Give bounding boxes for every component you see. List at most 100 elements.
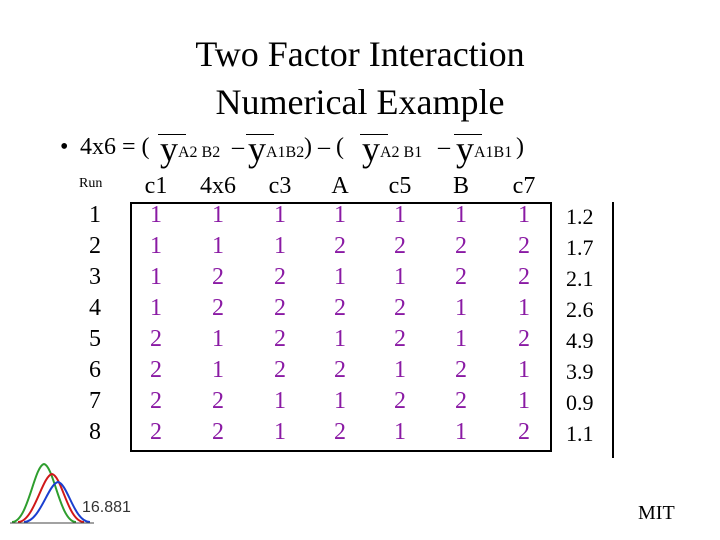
response-value: 2.1 [566, 266, 594, 291]
mit-label: MIT [638, 502, 675, 524]
table-cell: 1 [274, 388, 286, 414]
table-cell: 2 [150, 357, 162, 383]
slide-title-line-2: Numerical Example [215, 82, 505, 122]
table-cell: 2 [212, 295, 224, 321]
table-cell: 1 [518, 388, 530, 414]
table-right-border [550, 202, 552, 452]
table-cell: 1 [212, 202, 224, 228]
table-cell: 2 [212, 264, 224, 290]
table-cell: 2 [150, 419, 162, 445]
table-cell: 2 [455, 264, 467, 290]
table-cell: 2 [394, 233, 406, 259]
run-number: 5 [89, 326, 101, 352]
table-bottom-border [130, 450, 552, 452]
response-value: 1.1 [566, 421, 594, 446]
formula-lhs: 4x6 = ( [80, 134, 150, 160]
column-header: 4x6 [200, 173, 236, 199]
table-cell: 2 [394, 295, 406, 321]
table-cell: 1 [274, 233, 286, 259]
response-value: 3.9 [566, 359, 594, 384]
table-cell: 1 [212, 326, 224, 352]
table-cell: 1 [334, 388, 346, 414]
run-number: 4 [89, 295, 101, 321]
table-cell: 1 [334, 202, 346, 228]
table-cell: 1 [394, 419, 406, 445]
table-cell: 1 [274, 419, 286, 445]
table-cell: 2 [518, 419, 530, 445]
mean-bar [360, 134, 388, 135]
normal-curves-logo-icon [10, 462, 94, 524]
formula-y-mean: y [456, 129, 474, 169]
response-value: 1.2 [566, 204, 594, 229]
table-cell: 2 [274, 357, 286, 383]
table-cell: 1 [334, 326, 346, 352]
response-value: 1.7 [566, 235, 594, 260]
table-cell: 2 [455, 233, 467, 259]
run-header: Run [79, 176, 103, 191]
run-number: 3 [89, 264, 101, 290]
formula-y-mean: y [248, 129, 266, 169]
table-cell: 2 [518, 326, 530, 352]
column-header: c5 [388, 173, 412, 199]
mean-bar [158, 134, 186, 135]
table-cell: 2 [518, 264, 530, 290]
table-cell: 2 [274, 264, 286, 290]
header-divider [130, 202, 552, 204]
table-cell: 1 [150, 264, 162, 290]
run-number: 2 [89, 233, 101, 259]
table-cell: 1 [394, 202, 406, 228]
formula-mid: ) – ( [304, 134, 344, 160]
column-header: c7 [512, 173, 536, 199]
table-cell: 1 [518, 295, 530, 321]
table-cell: 1 [150, 202, 162, 228]
formula-minus: – [438, 134, 450, 160]
table-cell: 1 [518, 357, 530, 383]
table-cell: 1 [274, 202, 286, 228]
table-cell: 2 [150, 388, 162, 414]
table-cell: 1 [150, 233, 162, 259]
response-value: 0.9 [566, 390, 594, 415]
table-cell: 2 [274, 295, 286, 321]
table-cell: 2 [274, 326, 286, 352]
formula-y-mean: y [160, 129, 178, 169]
table-cell: 2 [334, 419, 346, 445]
table-cell: 1 [212, 233, 224, 259]
table-cell: 1 [394, 357, 406, 383]
table-cell: 1 [455, 419, 467, 445]
table-cell: 2 [150, 326, 162, 352]
run-number: 1 [89, 202, 101, 228]
table-cell: 1 [455, 295, 467, 321]
course-number: 16.881 [82, 499, 131, 516]
table-cell: 1 [334, 264, 346, 290]
table-cell: 1 [150, 295, 162, 321]
formula-sub-a2b1: A2 B1 [380, 144, 423, 161]
table-cell: 2 [394, 326, 406, 352]
formula-sub-a2b2: A2 B2 [178, 144, 221, 161]
response-value: 4.9 [566, 328, 594, 353]
formula-sub-a1b2: A1B2 [266, 144, 305, 161]
table-cell: 2 [455, 388, 467, 414]
column-header: A [331, 173, 349, 199]
column-header: c1 [144, 173, 168, 199]
table-left-border [130, 202, 132, 452]
formula-end: ) [516, 134, 524, 160]
response-value: 2.6 [566, 297, 594, 322]
table-cell: 1 [455, 326, 467, 352]
table-cell: 2 [212, 419, 224, 445]
run-number: 8 [89, 419, 101, 445]
formula-bullet: • [60, 134, 69, 160]
interaction-formula: • 4x6 = ( y A2 B2 – y A1B2 ) – ( y A2 B1… [60, 128, 720, 178]
run-number: 6 [89, 357, 101, 383]
column-header: c3 [268, 173, 292, 199]
table-cell: 2 [394, 388, 406, 414]
run-number: 7 [89, 388, 101, 414]
mean-bar [454, 134, 482, 135]
slide-title-line-1: Two Factor Interaction [195, 34, 525, 74]
table-cell: 1 [394, 264, 406, 290]
table-cell: 1 [212, 357, 224, 383]
formula-sub-a1b1: A1B1 [474, 144, 513, 161]
table-cell: 2 [455, 357, 467, 383]
table-cell: 2 [334, 233, 346, 259]
formula-y-mean: y [362, 129, 380, 169]
table-cell: 1 [518, 202, 530, 228]
